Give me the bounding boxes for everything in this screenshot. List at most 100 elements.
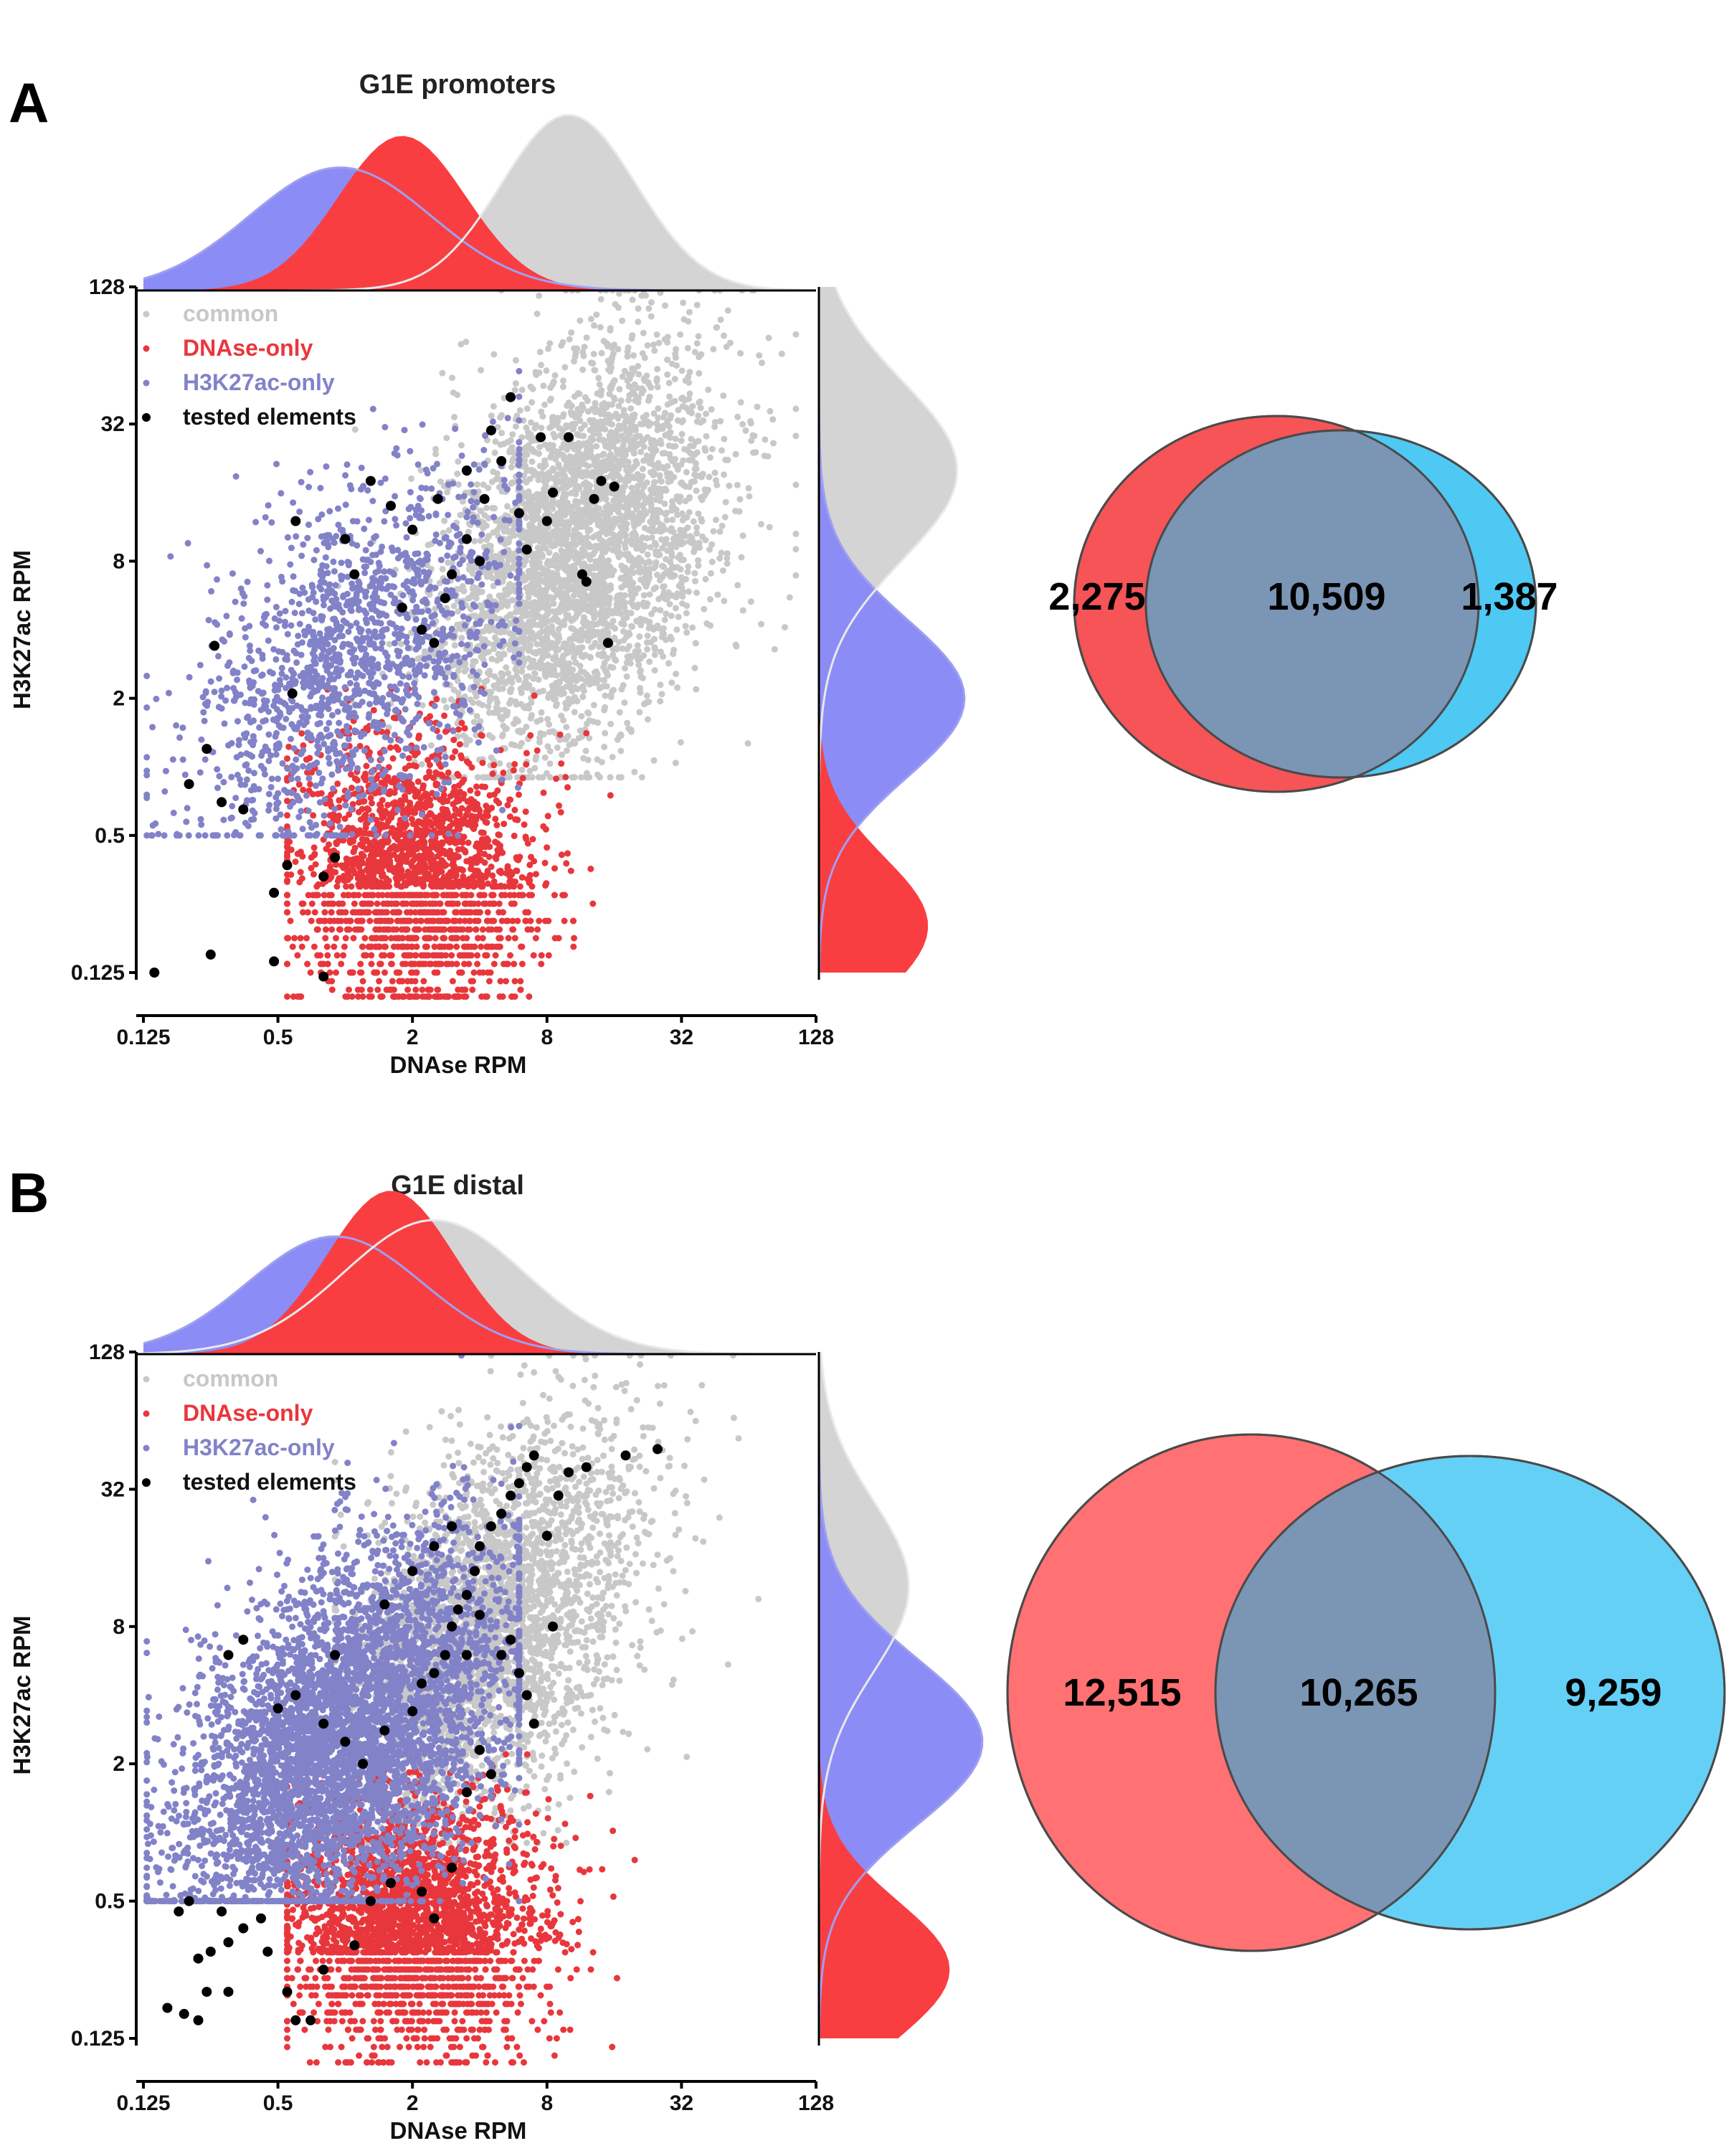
data-point — [532, 590, 539, 597]
data-point — [706, 454, 713, 461]
data-point — [461, 724, 468, 732]
data-point — [310, 871, 317, 878]
data-point — [721, 597, 728, 605]
data-point — [601, 706, 608, 714]
data-point — [586, 674, 593, 681]
data-point — [572, 567, 579, 575]
data-point — [702, 576, 709, 582]
data-point — [512, 356, 519, 364]
data-point — [473, 595, 480, 602]
data-point — [529, 435, 536, 443]
data-point — [769, 416, 777, 423]
data-point — [535, 572, 542, 579]
data-point — [594, 628, 602, 635]
data-point — [683, 576, 689, 582]
data-point — [739, 607, 746, 614]
data-point — [528, 458, 536, 465]
data-point — [691, 569, 698, 577]
data-point — [604, 672, 611, 679]
data-point — [521, 529, 528, 536]
data-point — [571, 774, 578, 781]
data-point — [374, 986, 381, 993]
data-point — [560, 377, 566, 384]
data-point — [683, 468, 690, 476]
data-point — [633, 442, 640, 449]
data-point — [506, 687, 513, 694]
data-point — [792, 481, 800, 488]
data-point — [400, 993, 407, 1000]
data-point — [738, 554, 745, 561]
data-point — [577, 405, 584, 412]
data-point — [702, 536, 709, 544]
data-point — [639, 674, 646, 681]
data-point — [619, 317, 626, 324]
data-point — [698, 351, 705, 358]
data-point — [634, 642, 641, 649]
data-point — [693, 301, 701, 308]
data-point — [568, 617, 575, 624]
data-point — [565, 695, 572, 702]
data-point — [570, 738, 577, 745]
data-point — [621, 551, 628, 558]
data-point — [604, 465, 612, 472]
data-point — [558, 760, 565, 767]
data-point — [554, 701, 560, 707]
data-point — [465, 960, 473, 968]
data-point — [585, 607, 592, 615]
data-point — [585, 463, 592, 470]
data-point — [635, 318, 642, 326]
data-point — [632, 397, 639, 405]
data-point — [450, 602, 457, 610]
data-point — [477, 537, 484, 544]
data-point — [628, 623, 635, 630]
data-point — [551, 521, 559, 528]
data-point — [625, 382, 632, 389]
data-point — [575, 483, 582, 490]
data-point — [346, 926, 353, 933]
data-point — [490, 403, 497, 410]
data-point — [541, 401, 548, 408]
data-point — [397, 640, 404, 648]
data-point — [560, 717, 567, 724]
data-point — [545, 345, 551, 352]
data-point — [297, 935, 304, 942]
data-point — [650, 585, 658, 592]
data-point — [529, 528, 536, 534]
data-point — [610, 497, 617, 504]
data-point — [579, 683, 587, 690]
data-point — [405, 755, 412, 762]
data-point — [627, 420, 635, 427]
data-point — [587, 417, 594, 424]
data-point — [669, 516, 676, 524]
data-point — [512, 423, 519, 430]
data-point — [643, 639, 650, 646]
data-point — [583, 729, 590, 737]
data-point — [333, 935, 339, 942]
data-point — [596, 381, 603, 388]
data-point — [303, 935, 310, 942]
data-point — [632, 458, 640, 465]
data-point — [547, 384, 554, 391]
data-point — [623, 464, 630, 471]
data-point — [540, 789, 547, 796]
data-point — [578, 774, 584, 781]
data-point — [475, 935, 481, 942]
data-point — [544, 557, 551, 564]
data-point — [541, 620, 549, 627]
data-point — [693, 340, 701, 347]
data-point — [592, 367, 599, 374]
data-point — [599, 509, 607, 516]
data-point — [506, 630, 513, 637]
data-point — [579, 349, 587, 356]
data-point — [635, 371, 642, 378]
data-point — [665, 660, 672, 667]
data-point — [328, 900, 335, 907]
data-point — [667, 429, 674, 436]
data-point — [703, 432, 710, 440]
data-point — [525, 673, 532, 680]
data-point — [573, 501, 580, 508]
data-point — [468, 856, 474, 863]
data-point — [521, 821, 528, 828]
data-point — [671, 397, 678, 405]
data-point — [664, 371, 671, 378]
